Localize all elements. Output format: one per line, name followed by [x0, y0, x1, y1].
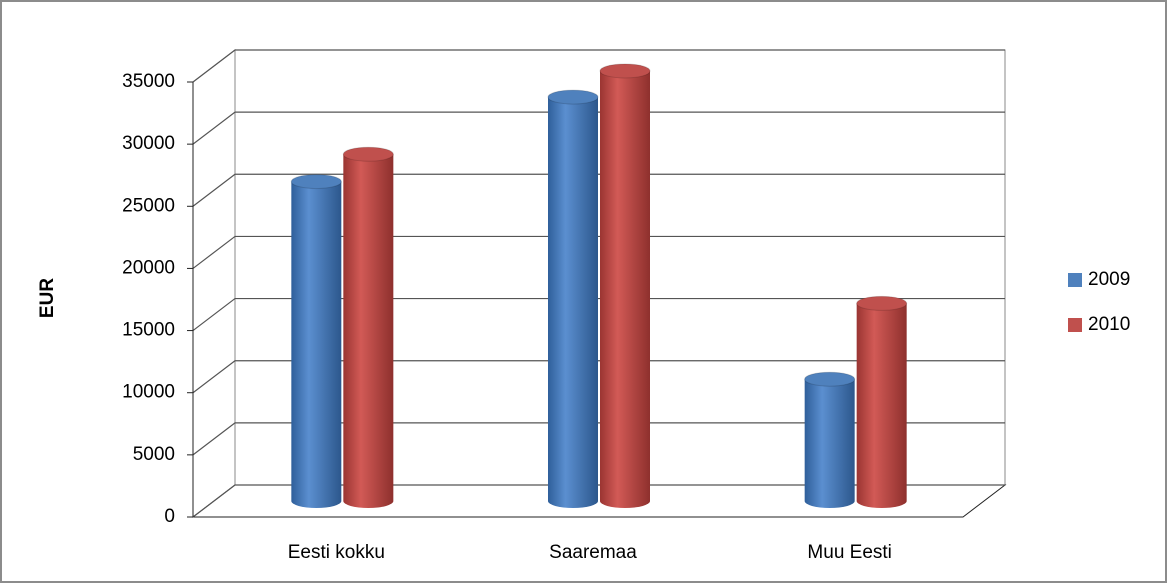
legend-swatch	[1068, 318, 1082, 332]
y-tick-label: 35000	[122, 71, 175, 92]
bar	[291, 181, 342, 509]
bar	[343, 154, 394, 509]
bar	[804, 379, 855, 509]
bar	[856, 303, 907, 509]
grid-line	[192, 422, 1005, 456]
y-axis-label: EUR	[37, 278, 58, 318]
grid-line	[192, 484, 1005, 518]
y-tick-label: 5000	[133, 444, 175, 465]
bar-top	[342, 146, 394, 162]
grid-line	[192, 173, 1005, 207]
grid-line	[192, 49, 1005, 83]
y-tick-label: 20000	[122, 257, 175, 278]
legend-swatch	[1068, 273, 1082, 287]
y-tick-label: 15000	[122, 320, 175, 341]
grid-line	[192, 235, 1005, 269]
grid-line	[192, 111, 1005, 145]
bar-top	[599, 63, 651, 79]
x-tick-label: Eesti kokku	[288, 542, 385, 563]
bar-top	[804, 371, 856, 387]
side-wall	[192, 48, 236, 519]
grid-line	[192, 360, 1005, 394]
grid-line	[192, 297, 1005, 332]
legend-label: 2009	[1088, 269, 1130, 290]
y-tick-label: 25000	[122, 195, 175, 216]
bar	[600, 70, 650, 508]
y-tick-label: 10000	[122, 382, 175, 403]
bar-top	[856, 295, 908, 311]
y-tick-label: 0	[164, 506, 175, 527]
y-tick-label: 30000	[122, 133, 175, 154]
bar	[548, 97, 598, 509]
legend-label: 2010	[1088, 314, 1130, 335]
x-tick-label: Saaremaa	[549, 542, 637, 563]
bar-top	[290, 174, 342, 190]
bar-top	[547, 89, 599, 105]
x-tick-label: Muu Eesti	[807, 542, 891, 563]
